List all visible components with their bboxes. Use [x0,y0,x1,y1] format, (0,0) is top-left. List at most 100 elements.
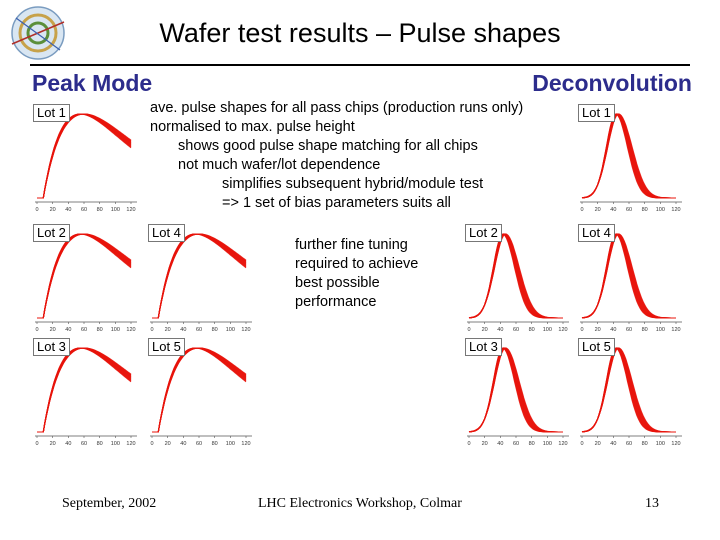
pulse-curve [37,347,132,433]
pulse-curve [37,233,132,319]
lot-label: Lot 3 [465,338,502,356]
pulse-curve [152,347,247,433]
pulse-curve [37,233,132,319]
note-line: required to achieve [295,256,419,272]
x-tick-label: 120 [671,441,680,447]
x-tick-label: 100 [543,327,552,333]
x-tick-label: 60 [196,441,202,447]
pulse-curve [37,347,132,433]
pulse-curve [37,233,132,319]
footer-event: LHC Electronics Workshop, Colmar [258,496,462,511]
pulse-curve [581,113,676,199]
x-tick-label: 0 [35,207,38,213]
chart-peak-lot-1: 0 20 40 60 80 100 120 Lot 1 [33,104,141,214]
x-tick-label: 100 [656,207,665,213]
pulse-curve [37,233,132,319]
chart-deconv-lot-5: 0 20 40 60 80 100 120 Lot 5 [578,338,686,448]
pulse-curve [37,233,132,319]
pulse-curve [37,113,132,199]
x-tick-label: 60 [626,327,632,333]
x-tick-label: 80 [97,327,103,333]
footer-date: September, 2002 [62,496,157,511]
lot-label: Lot 5 [148,338,185,356]
x-tick-label: 20 [595,207,601,213]
pulse-curve [37,233,132,319]
x-tick-label: 20 [50,327,56,333]
pulse-curve [152,233,247,319]
x-tick-label: 60 [626,441,632,447]
pulse-curve [37,347,132,433]
x-tick-label: 100 [656,441,665,447]
pulse-curve [37,347,132,433]
x-tick-label: 20 [50,207,56,213]
x-tick-label: 60 [81,441,87,447]
x-tick-label: 80 [529,441,535,447]
note-line: not much wafer/lot dependence [178,157,381,173]
x-tick-label: 100 [226,327,235,333]
x-tick-label: 40 [497,441,503,447]
x-tick-label: 80 [212,441,218,447]
x-tick-label: 120 [126,327,135,333]
x-tick-label: 40 [610,441,616,447]
x-tick-label: 120 [241,327,250,333]
pulse-curve [37,347,132,433]
lot-label: Lot 5 [578,338,615,356]
pulse-curve [37,113,132,199]
x-tick-label: 0 [467,441,470,447]
x-tick-label: 120 [241,441,250,447]
pulse-curve [152,347,247,433]
x-tick-label: 40 [610,327,616,333]
x-tick-label: 120 [126,441,135,447]
x-tick-label: 20 [50,441,56,447]
x-tick-label: 40 [65,327,71,333]
lot-label: Lot 3 [33,338,70,356]
x-tick-label: 60 [196,327,202,333]
note-line: ave. pulse shapes for all pass chips (pr… [150,100,524,116]
title-divider [30,64,690,66]
note-line: further fine tuning [295,237,408,253]
pulse-curve [152,347,247,433]
lot-label: Lot 1 [578,104,615,122]
pulse-curve [37,113,132,199]
x-tick-label: 80 [642,327,648,333]
pulse-curve [37,113,132,199]
pulse-curve [152,347,247,433]
pulse-curve [581,113,676,199]
pulse-curve [37,347,132,433]
x-tick-label: 80 [529,327,535,333]
chart-peak-lot-5: 0 20 40 60 80 100 120 Lot 5 [148,338,256,448]
x-tick-label: 60 [81,327,87,333]
x-tick-label: 0 [35,327,38,333]
pulse-curve [37,347,132,433]
pulse-curve [37,347,132,433]
pulse-curve [152,233,247,319]
pulse-curve [152,347,247,433]
pulse-curve [152,347,247,433]
pulse-curve [152,233,247,319]
pulse-curve [37,113,132,199]
pulse-curve [152,347,247,433]
x-tick-label: 100 [111,441,120,447]
x-tick-label: 80 [642,441,648,447]
pulse-curve [37,233,132,319]
x-tick-label: 20 [595,441,601,447]
pulse-curve [152,347,247,433]
pulse-curve [581,347,676,433]
x-tick-label: 120 [558,327,567,333]
pulse-curve [37,347,132,433]
pulse-curve [37,113,132,199]
x-tick-label: 40 [65,207,71,213]
pulse-curve [37,233,132,319]
pulse-curve [152,233,247,319]
x-tick-label: 80 [97,207,103,213]
peak-mode-heading: Peak Mode [32,70,153,96]
pulse-curve [37,347,132,433]
pulse-curve [37,347,132,433]
pulse-curve [37,347,132,433]
pulse-curve [152,233,247,319]
pulse-curve [581,233,676,319]
pulse-curve [37,347,132,433]
x-tick-label: 60 [513,327,519,333]
pulse-curve [152,233,247,319]
pulse-curve [468,347,563,433]
